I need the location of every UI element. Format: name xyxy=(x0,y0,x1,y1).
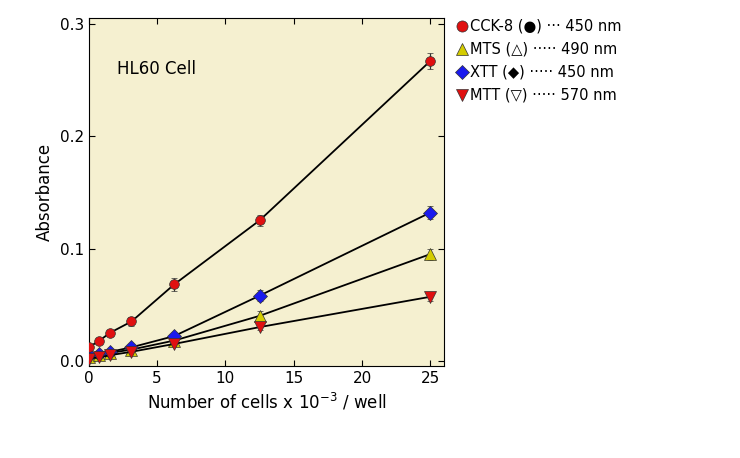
Legend: CCK-8 (●) ··· 450 nm, MTS (△) ····· 490 nm, XTT (◆) ····· 450 nm, MTT (▽) ····· : CCK-8 (●) ··· 450 nm, MTS (△) ····· 490 … xyxy=(458,19,622,103)
X-axis label: Number of cells x 10$^{-3}$ / well: Number of cells x 10$^{-3}$ / well xyxy=(147,392,386,413)
Y-axis label: Absorbance: Absorbance xyxy=(36,143,54,241)
Text: HL60 Cell: HL60 Cell xyxy=(117,60,196,78)
